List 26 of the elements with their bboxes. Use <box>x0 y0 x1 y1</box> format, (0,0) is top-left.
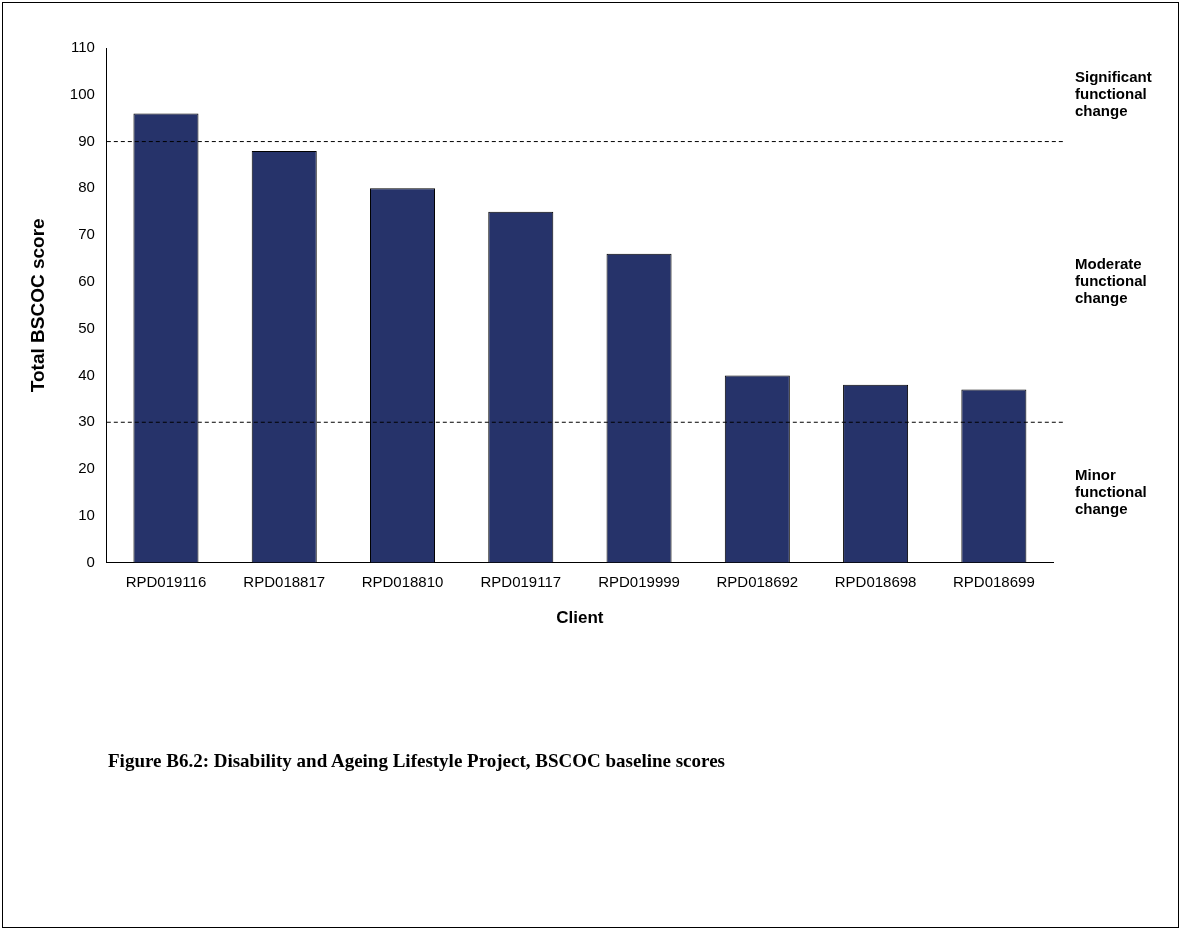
y-tick-label: 70 <box>78 225 95 243</box>
x-tick-label: RPD018817 <box>243 572 326 590</box>
y-axis-title: Total BSCOC score <box>26 218 48 393</box>
x-tick-label: RPD018698 <box>834 572 917 590</box>
y-tick-label: 20 <box>78 459 95 477</box>
text: Moderate functional change <box>1075 255 1147 307</box>
x-tick-label: RPD019117 <box>480 572 562 590</box>
y-tick-label: 60 <box>78 272 95 290</box>
x-tick-label: RPD019999 <box>598 572 680 590</box>
y-tick-label: 90 <box>78 131 95 149</box>
text: Minor functional change <box>1075 465 1147 517</box>
x-tick-label: RPD018699 <box>953 572 1035 590</box>
text: Significant functional change <box>1075 67 1152 119</box>
y-tick-label: 110 <box>70 38 95 56</box>
x-tick-label: RPD018692 <box>716 572 799 590</box>
y-tick-label: 100 <box>69 84 95 102</box>
x-tick-label: RPD019116 <box>125 572 207 590</box>
caption: Figure B6.2: Disability and Ageing Lifestyle Project, BSCOC baseline scores <box>108 750 725 772</box>
y-tick-label: 80 <box>78 178 95 196</box>
y-tick-label: 10 <box>78 505 95 523</box>
y-tick-label: 40 <box>78 365 95 383</box>
x-axis-title: Client <box>556 608 604 628</box>
y-tick-label: 50 <box>78 318 95 336</box>
x-tick-label: RPD018810 <box>361 572 444 590</box>
y-tick-label: 0 <box>86 552 95 570</box>
y-tick-label: 30 <box>78 412 95 430</box>
